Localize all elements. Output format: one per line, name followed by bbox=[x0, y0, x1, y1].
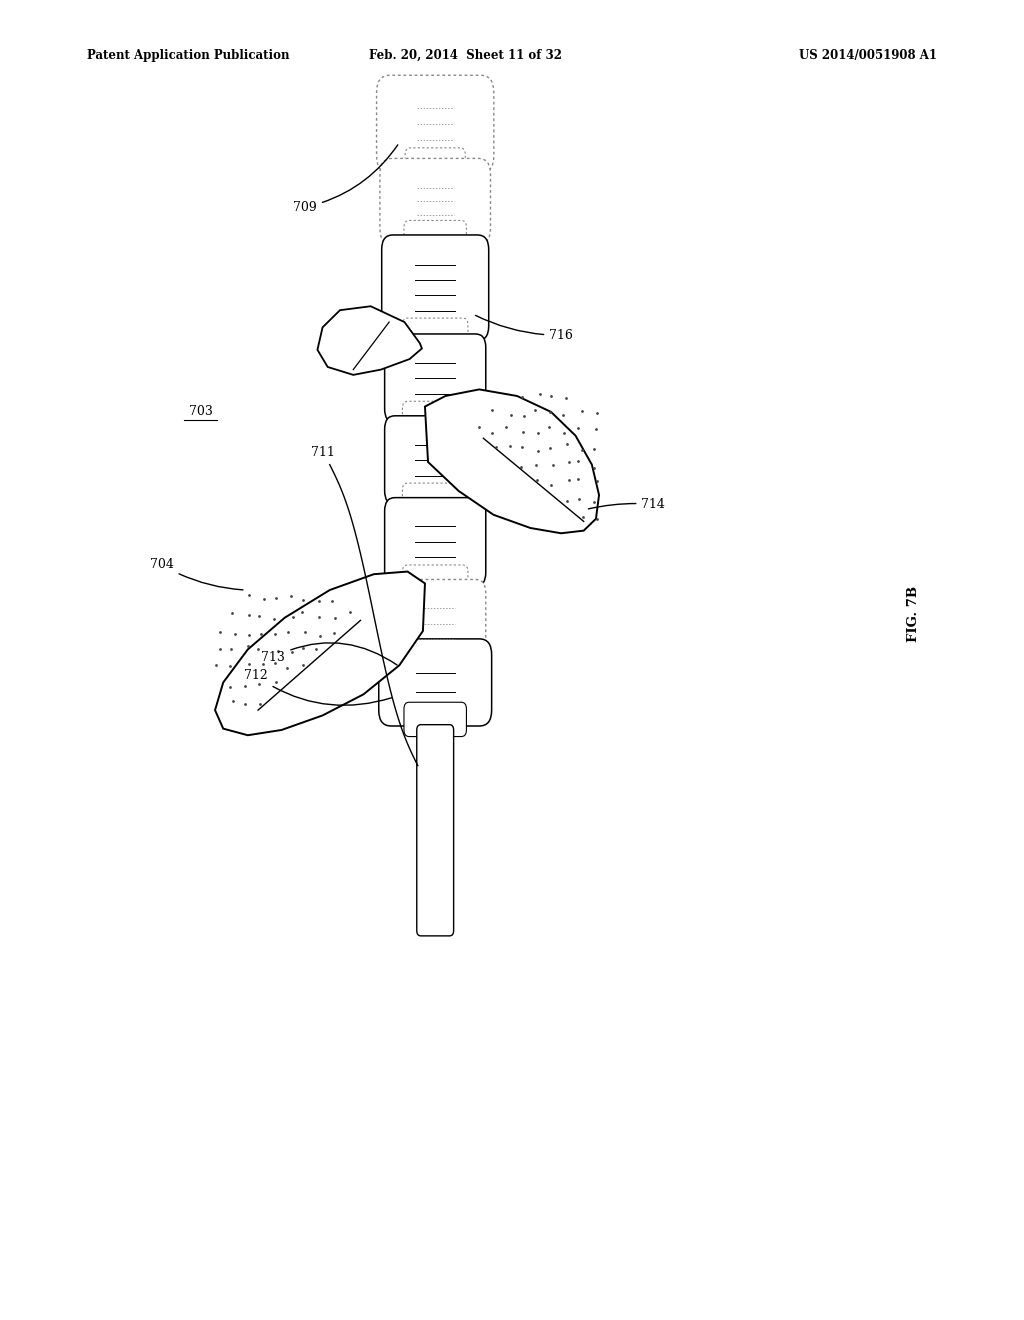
Polygon shape bbox=[317, 306, 422, 375]
Text: FIG. 7B: FIG. 7B bbox=[907, 586, 920, 642]
FancyBboxPatch shape bbox=[385, 579, 485, 668]
Text: 716: 716 bbox=[475, 315, 573, 342]
Text: 709: 709 bbox=[293, 145, 397, 214]
FancyBboxPatch shape bbox=[385, 498, 485, 586]
FancyBboxPatch shape bbox=[382, 235, 488, 341]
FancyBboxPatch shape bbox=[385, 416, 485, 504]
FancyBboxPatch shape bbox=[402, 565, 468, 599]
Text: 712: 712 bbox=[244, 669, 391, 705]
Text: Patent Application Publication: Patent Application Publication bbox=[87, 49, 290, 62]
Text: 703: 703 bbox=[188, 405, 213, 418]
FancyBboxPatch shape bbox=[402, 483, 468, 517]
FancyBboxPatch shape bbox=[403, 702, 466, 737]
Text: 711: 711 bbox=[310, 446, 335, 459]
FancyBboxPatch shape bbox=[403, 220, 466, 255]
FancyBboxPatch shape bbox=[379, 639, 492, 726]
Polygon shape bbox=[425, 389, 599, 533]
Text: 713: 713 bbox=[261, 643, 397, 665]
Polygon shape bbox=[215, 572, 425, 735]
FancyBboxPatch shape bbox=[402, 401, 468, 436]
FancyBboxPatch shape bbox=[385, 334, 485, 422]
FancyBboxPatch shape bbox=[406, 148, 465, 181]
FancyBboxPatch shape bbox=[402, 318, 468, 354]
FancyBboxPatch shape bbox=[417, 725, 454, 936]
Text: Feb. 20, 2014  Sheet 11 of 32: Feb. 20, 2014 Sheet 11 of 32 bbox=[370, 49, 562, 62]
Text: US 2014/0051908 A1: US 2014/0051908 A1 bbox=[799, 49, 937, 62]
Text: 714: 714 bbox=[589, 498, 666, 511]
Text: 704: 704 bbox=[150, 558, 243, 590]
FancyBboxPatch shape bbox=[377, 75, 494, 173]
FancyBboxPatch shape bbox=[380, 158, 490, 244]
